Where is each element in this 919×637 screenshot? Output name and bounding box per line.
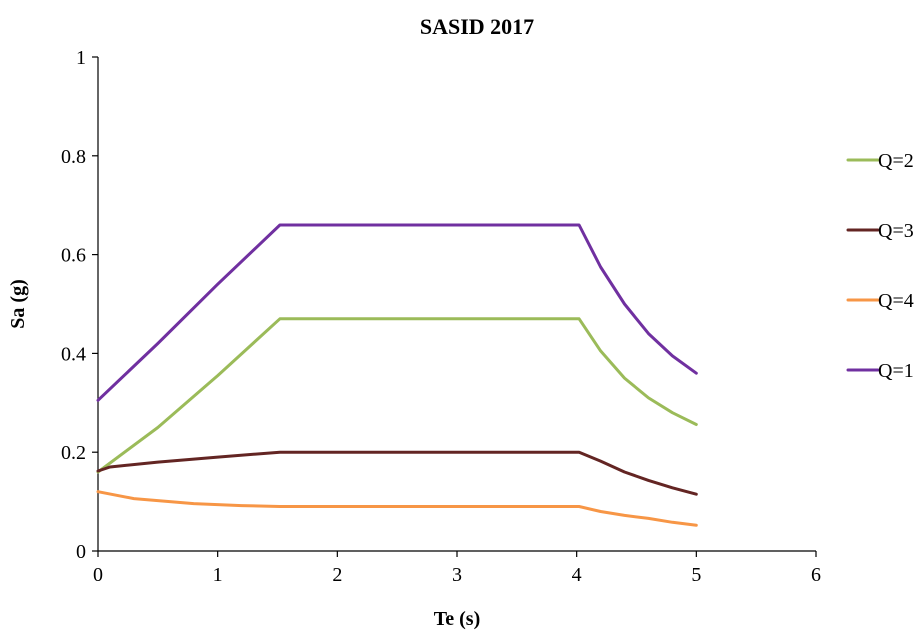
plot-area: 0 1 2 3 4 5 6 0 0.2 0.4 0.6 0.8 1 — [61, 47, 821, 586]
chart-title: SASID 2017 — [420, 14, 534, 39]
legend-label: Q=3 — [878, 220, 914, 242]
y-tick-label: 0.4 — [61, 343, 86, 365]
legend: Q=2 Q=3 Q=4 Q=1 — [846, 150, 914, 382]
y-tick-label: 0.6 — [61, 245, 86, 267]
series-line-Q=3 — [96, 450, 698, 496]
series-line-Q=4 — [96, 490, 698, 527]
x-tick-label: 1 — [213, 564, 223, 586]
x-tick-label: 6 — [811, 564, 821, 586]
y-axis-title: Sa (g) — [7, 279, 29, 328]
axis-ticks: 0 1 2 3 4 5 6 0 0.2 0.4 0.6 0.8 1 — [61, 47, 821, 586]
y-tick-label: 0.8 — [61, 146, 86, 168]
series-group — [96, 223, 698, 527]
x-tick-label: 5 — [691, 564, 701, 586]
y-tick-label: 0 — [76, 541, 86, 563]
legend-label: Q=4 — [878, 290, 914, 312]
y-tick-label: 0.2 — [61, 442, 86, 464]
series-line-Q=2 — [96, 317, 698, 474]
x-tick-label: 0 — [93, 564, 103, 586]
x-tick-label: 4 — [572, 564, 582, 586]
x-tick-label: 3 — [452, 564, 462, 586]
series-line-Q=1 — [96, 223, 698, 402]
legend-label: Q=2 — [878, 150, 914, 172]
y-tick-label: 1 — [76, 47, 86, 69]
x-axis-title: Te (s) — [434, 608, 480, 630]
legend-label: Q=1 — [878, 360, 914, 382]
x-tick-label: 2 — [332, 564, 342, 586]
